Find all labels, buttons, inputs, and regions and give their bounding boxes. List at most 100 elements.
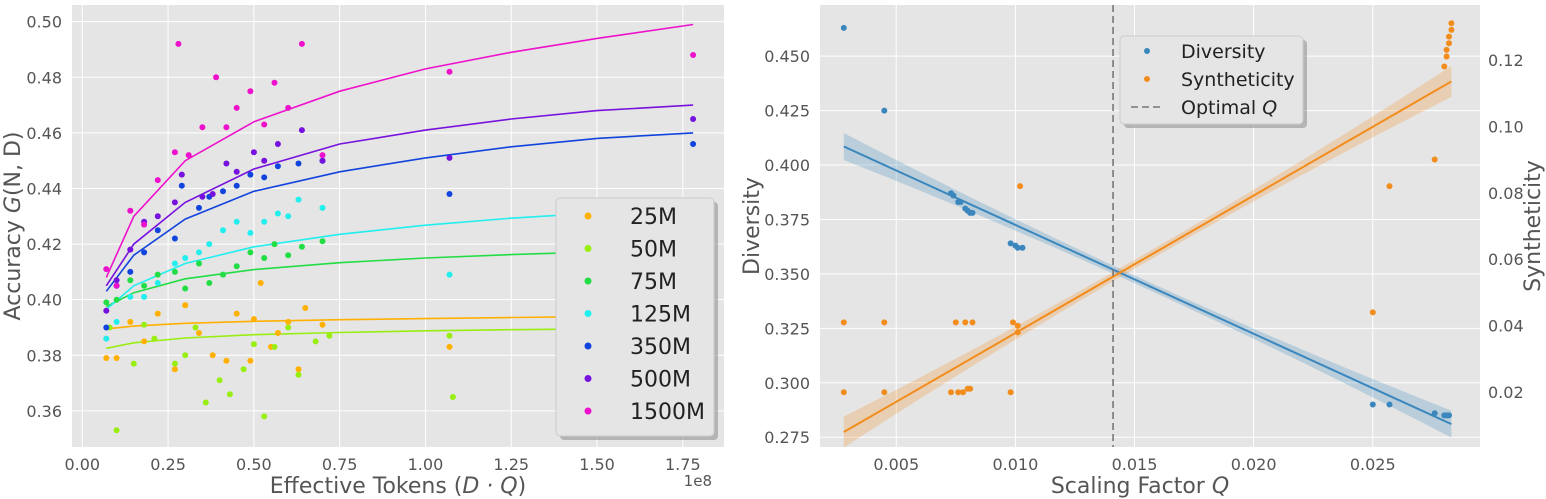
point-125m — [233, 218, 240, 225]
fit-line-350m — [105, 132, 694, 292]
point-125m — [261, 218, 268, 225]
legend-label-1500m: 1500M — [630, 400, 705, 425]
accuracy-x-offset-label: 1e8 — [684, 472, 712, 490]
point-125m — [319, 204, 326, 211]
diversity-x-tick-label: 0.010 — [992, 455, 1038, 474]
point-75m — [171, 268, 178, 275]
syntheticity-y-axis-label: Syntheticity — [1521, 160, 1546, 292]
point-diversity — [950, 192, 957, 199]
point-25m — [141, 338, 148, 345]
point-50m — [250, 341, 257, 348]
point-syntheticity — [1441, 63, 1448, 70]
point-75m — [220, 271, 226, 278]
diversity-fit-lines — [843, 80, 1452, 433]
accuracy-legend: 25M 50M 75M 125M 350M 500M 1500M — [555, 197, 718, 440]
syntheticity-y-tick-label: 0.12 — [1488, 51, 1524, 70]
point-50m — [226, 391, 233, 398]
point-50m — [285, 324, 292, 331]
point-1500m — [127, 207, 134, 214]
point-50m — [295, 371, 302, 378]
point-syntheticity — [960, 389, 966, 396]
accuracy-y-tick-label: 0.40 — [26, 291, 62, 310]
point-75m — [103, 299, 110, 306]
point-1500m — [690, 52, 697, 58]
point-500m — [274, 141, 281, 147]
diversity-y-tick-label: 0.350 — [764, 265, 810, 284]
point-25m — [103, 355, 110, 361]
point-syntheticity — [1448, 20, 1455, 27]
point-125m — [274, 210, 281, 217]
point-syntheticity — [948, 389, 954, 396]
accuracy-y-tick-label: 0.46 — [26, 124, 62, 143]
point-500m — [319, 157, 326, 164]
point-50m — [113, 427, 120, 434]
point-syntheticity — [1443, 53, 1450, 60]
accuracy-x-tick-label: 0.75 — [322, 455, 358, 474]
syntheticity-y-tick-label: 0.10 — [1488, 117, 1524, 136]
accuracy-points — [103, 40, 697, 434]
point-25m — [274, 330, 281, 336]
point-25m — [209, 352, 216, 359]
point-75m — [261, 255, 268, 261]
point-1500m — [223, 124, 230, 131]
point-350m — [690, 141, 697, 147]
legend-label-25m: 25M — [630, 205, 677, 230]
point-syntheticity — [1448, 26, 1455, 33]
point-25m — [295, 366, 302, 373]
point-125m — [295, 196, 302, 203]
point-125m — [247, 229, 254, 236]
point-125m — [141, 293, 148, 300]
point-25m — [196, 330, 202, 336]
point-syntheticity — [1443, 46, 1450, 53]
point-syntheticity — [1007, 389, 1014, 396]
legend-marker-1500m — [584, 407, 592, 415]
point-75m — [247, 249, 254, 256]
point-1500m — [285, 104, 292, 111]
accuracy-y-ticks: 0.36 0.38 0.40 0.42 0.44 0.46 0.48 0.50 — [26, 13, 62, 421]
point-500m — [178, 171, 185, 178]
legend-label-50m: 50M — [630, 238, 677, 263]
point-syntheticity — [955, 389, 962, 396]
diversity-chart: 0.005 0.010 0.015 0.020 0.025 0.275 0.300 0.32… — [740, 5, 1546, 499]
point-diversity — [1007, 240, 1014, 247]
point-75m — [285, 252, 292, 259]
point-125m — [446, 271, 453, 278]
point-1500m — [247, 88, 254, 95]
point-syntheticity — [1446, 33, 1452, 40]
point-125m — [220, 227, 226, 234]
point-350m — [274, 163, 281, 170]
diversity-y-tick-label: 0.400 — [764, 156, 810, 175]
diversity-x-tick-label: 0.005 — [873, 455, 919, 474]
legend-label-syntheticity: Syntheticity — [1181, 69, 1295, 91]
point-75m — [182, 285, 189, 292]
point-500m — [446, 154, 453, 161]
point-350m — [196, 204, 202, 211]
accuracy-legend-box — [555, 197, 715, 437]
point-25m — [233, 310, 240, 317]
point-350m — [233, 182, 240, 189]
accuracy-chart: 0.00 0.25 0.50 0.75 1.00 1.25 1.50 1.75 0.360.3… — [1, 5, 724, 499]
point-25m — [154, 310, 161, 317]
point-syntheticity — [840, 319, 847, 326]
point-50m — [446, 332, 453, 339]
point-500m — [261, 157, 268, 164]
diversity-x-tick-label: 0.020 — [1231, 455, 1277, 474]
point-syntheticity — [967, 385, 974, 392]
legend-marker-350m — [584, 342, 592, 350]
syntheticity-y-tick-label: 0.06 — [1488, 250, 1524, 269]
diversity-x-tick-label: 0.015 — [1112, 455, 1158, 474]
point-125m — [182, 255, 189, 261]
point-1500m — [175, 40, 182, 47]
syntheticity-y-tick-label: 0.04 — [1488, 317, 1524, 336]
point-syntheticity — [1446, 40, 1452, 47]
point-500m — [209, 191, 216, 197]
point-25m — [247, 357, 254, 364]
accuracy-y-tick-label: 0.36 — [26, 402, 62, 421]
accuracy-x-tick-label: 1.25 — [493, 455, 529, 474]
diversity-x-axis-label: Scaling Factor Q — [1051, 474, 1229, 499]
point-50m — [171, 360, 178, 367]
point-350m — [103, 324, 110, 331]
point-syntheticity — [881, 389, 888, 396]
point-25m — [319, 321, 326, 328]
legend-marker-50m — [584, 245, 592, 252]
